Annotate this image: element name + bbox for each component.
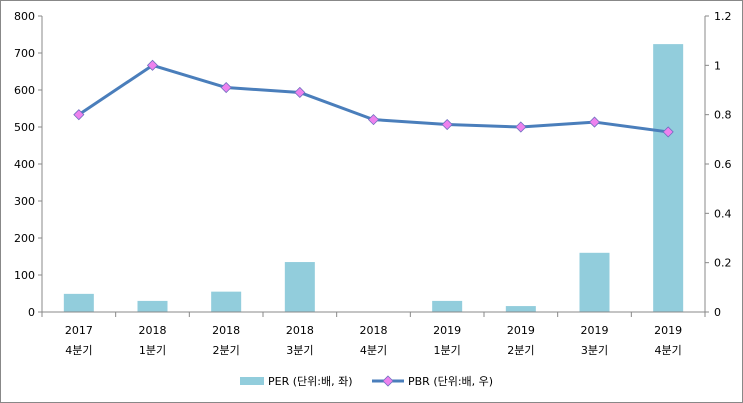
x-tick-label-year: 2019 [654,324,682,337]
pbr-point [220,81,232,94]
x-tick-label-year: 2017 [65,324,93,337]
right-tick-label: 0.8 [714,109,732,122]
left-tick-label: 600 [14,84,35,97]
legend-per-label: PER (단위:배, 좌) [268,375,353,388]
left-tick-label: 400 [14,158,35,171]
legend-per-swatch [240,377,264,385]
left-tick-label: 300 [14,195,35,208]
pbr-point [588,116,601,128]
per-bar [211,291,242,312]
x-tick-label-quarter: 3분기 [286,344,313,357]
pbr-point [146,59,159,71]
pbr-point [73,109,85,121]
per-bar [579,252,610,312]
x-tick-label-year: 2018 [286,324,314,337]
pbr-point [662,126,674,138]
left-tick-label: 100 [14,269,35,282]
x-tick-label-quarter: 3분기 [581,344,608,357]
left-tick-label: 500 [14,121,35,134]
per-bar [137,300,168,312]
pbr-point [441,118,453,131]
right-tick-label: 0.2 [714,257,732,270]
per-bar [432,300,463,312]
right-tick-label: 0 [714,306,721,319]
x-tick-label-quarter: 2분기 [213,344,240,357]
x-tick-label-quarter: 4분기 [655,344,682,357]
pbr-point [515,121,527,133]
legend: PER (단위:배, 좌) PBR (단위:배, 우) [240,375,493,388]
left-tick-label: 700 [14,47,35,60]
pbr-point [367,114,380,126]
right-tick-label: 0.6 [714,158,732,171]
per-bar [63,293,94,312]
left-tick-label: 0 [28,306,35,319]
per-bar [505,306,536,312]
x-tick-label-quarter: 1분기 [139,344,166,357]
x-tick-label-quarter: 1분기 [434,344,461,357]
right-tick-label: 1 [714,59,721,72]
x-tick-label-year: 2019 [507,324,535,337]
x-tick-label-quarter: 4분기 [65,344,92,357]
pbr-point [294,86,306,99]
right-tick-label: 0.4 [714,207,732,220]
left-tick-label: 800 [14,10,35,23]
x-tick-label-year: 2018 [212,324,240,337]
x-tick-label-year: 2019 [581,324,609,337]
per-bar [284,262,315,312]
legend-pbr-marker [382,375,394,387]
x-tick-label-year: 2019 [433,324,461,337]
left-tick-label: 200 [14,232,35,245]
per-bar [653,44,684,313]
right-tick-label: 1.2 [714,10,732,23]
legend-pbr-label: PBR (단위:배, 우) [408,375,493,388]
x-tick-label-quarter: 4분기 [360,344,387,357]
x-tick-label-year: 2018 [360,324,388,337]
x-tick-label-quarter: 2분기 [507,344,534,357]
x-tick-label-year: 2018 [139,324,167,337]
